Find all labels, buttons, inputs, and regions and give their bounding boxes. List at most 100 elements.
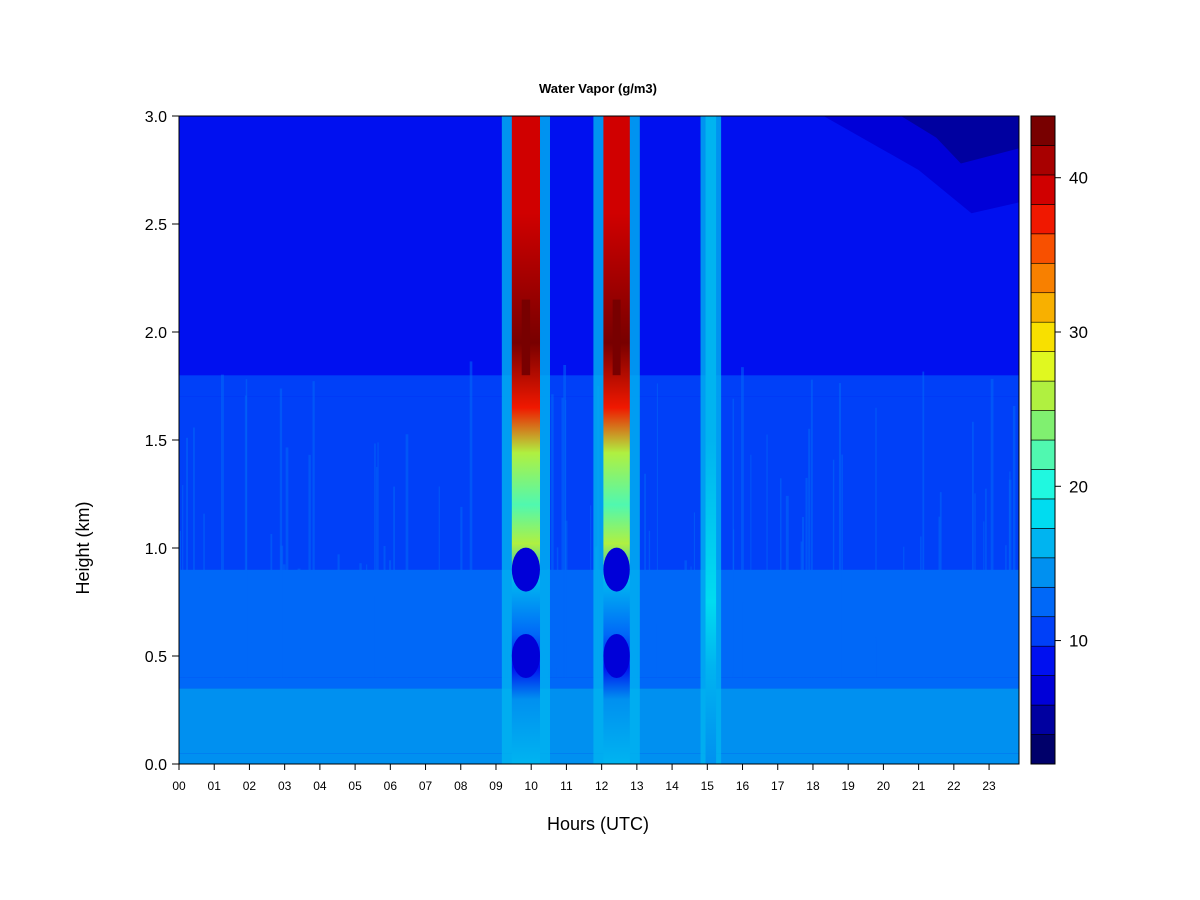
field-streak	[563, 364, 567, 678]
x-tick-label: 22	[947, 779, 961, 793]
colorbar-level	[1030, 351, 1056, 382]
dry-region-inner	[901, 116, 1019, 164]
colorbar-tick-label: 10	[1069, 632, 1088, 651]
colorbar-level	[1030, 586, 1056, 618]
field-streak	[384, 657, 387, 678]
field-streak	[985, 488, 987, 678]
colorbar-level	[1030, 498, 1056, 529]
field-streak	[226, 610, 229, 678]
field-streak	[376, 466, 378, 678]
field-streak	[220, 374, 224, 678]
field-streak	[800, 541, 803, 678]
chart-title: Water Vapor (g/m3)	[539, 81, 657, 96]
field-streak	[293, 642, 295, 678]
field-streak	[282, 564, 286, 678]
field-streak	[199, 587, 201, 678]
field-streak	[469, 361, 473, 678]
field-streak	[808, 428, 811, 678]
colorbar-tick-label: 20	[1069, 477, 1088, 496]
field-streak	[810, 379, 813, 678]
field-streak	[251, 626, 253, 678]
field-streak	[438, 486, 440, 678]
colorbar-level	[1030, 469, 1056, 500]
heatmap-features	[501, 116, 722, 764]
field-streak	[785, 495, 789, 678]
field-streak	[591, 619, 594, 678]
y-tick-label: 0.5	[145, 649, 167, 666]
field-streak	[930, 607, 932, 678]
field-streak	[372, 596, 375, 678]
colorbar-level	[1030, 410, 1056, 441]
field-streak	[832, 459, 835, 678]
colorbar-frame	[1030, 115, 1056, 765]
colorbar-level	[1030, 115, 1056, 146]
colorbar-level	[1030, 557, 1056, 588]
field-streak	[337, 554, 340, 678]
field-streak	[460, 506, 463, 678]
field-streak	[798, 582, 802, 678]
colorbar-tick-label: 30	[1069, 323, 1088, 342]
y-tick-label: 3.0	[145, 109, 167, 126]
field-streak	[566, 645, 569, 678]
colorbar-level	[1030, 292, 1056, 323]
field-streak	[572, 655, 575, 678]
field-streak	[285, 447, 289, 678]
band-core	[521, 299, 531, 376]
field-streak	[383, 546, 386, 678]
field-streak	[979, 586, 982, 678]
field-streak	[248, 675, 250, 678]
field-streak	[733, 529, 735, 678]
colorbar-level	[1030, 675, 1056, 706]
colorbar-level	[1030, 734, 1056, 765]
field-streak	[377, 442, 379, 678]
field-streak	[186, 437, 188, 678]
field-streak	[551, 394, 554, 678]
field-streak	[1005, 545, 1007, 678]
field-streak	[805, 477, 808, 678]
x-tick-label: 12	[595, 779, 609, 793]
colorbar-level	[1030, 321, 1056, 352]
field-streak	[922, 371, 925, 678]
field-streak	[312, 381, 315, 678]
x-tick-label: 06	[384, 779, 398, 793]
colorbar-level	[1030, 645, 1056, 676]
field-streak	[933, 662, 936, 678]
field-streak	[766, 434, 768, 678]
colorbar-level	[1030, 233, 1056, 264]
colorbar: 10 20 30 40	[1030, 115, 1088, 765]
field-streak	[366, 564, 368, 678]
x-tick-label: 02	[243, 779, 257, 793]
x-tick-label: 10	[525, 779, 539, 793]
field-streak	[245, 379, 248, 678]
x-tick-label: 01	[208, 779, 222, 793]
dry-pocket	[511, 634, 541, 678]
field-streak	[746, 640, 748, 678]
x-tick-label: 23	[982, 779, 996, 793]
colorbar-level	[1030, 528, 1056, 559]
colorbar-level	[1030, 204, 1056, 235]
field-streak	[273, 585, 275, 678]
field-streak	[184, 574, 188, 678]
field-streak	[813, 676, 816, 678]
x-tick-label: 11	[560, 779, 573, 793]
x-tick-label: 13	[630, 779, 644, 793]
field-streak	[779, 478, 782, 678]
x-tick-label: 08	[454, 779, 468, 793]
field-streak	[750, 454, 752, 678]
field-streak	[253, 577, 256, 678]
field-streak	[974, 493, 976, 678]
field-streak	[786, 588, 788, 678]
field-streak	[548, 668, 552, 678]
field-streak	[410, 577, 413, 678]
x-tick-label: 19	[842, 779, 856, 793]
field-streak	[971, 421, 974, 678]
field-streak	[920, 536, 922, 678]
field-streak	[203, 513, 205, 678]
colorbar-level	[1030, 704, 1056, 735]
field-streak	[730, 672, 733, 678]
field-streak	[193, 427, 195, 678]
field-streak	[588, 677, 591, 678]
field-streak	[590, 505, 592, 678]
field-streak	[179, 530, 182, 678]
